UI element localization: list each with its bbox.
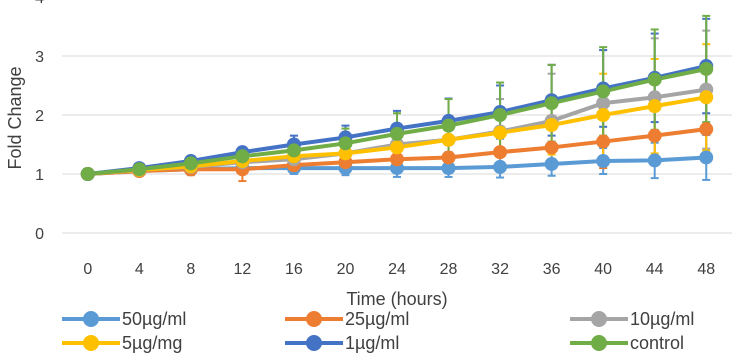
data-point [647,128,662,143]
data-point [132,162,147,177]
x-tick-label: 28 [440,261,458,278]
y-tick-label: 3 [35,49,44,66]
x-tick-label: 4 [135,261,144,278]
data-point [596,96,611,111]
data-point [441,150,456,165]
y-axis-title: Fold Change [5,66,25,169]
y-tick-label: 0 [35,226,44,243]
legend-marker [306,335,322,351]
legend-label: 10µg/ml [630,309,694,329]
legend-label: 5µg/mg [122,333,182,353]
data-point [596,134,611,149]
data-point [699,150,714,165]
x-tick-label: 36 [543,261,561,278]
legend-label: 50µg/ml [122,309,186,329]
x-axis-ticks: 0 4 8 12 16 20 24 28 32 36 40 44 48 [83,261,715,278]
legend-label: control [630,333,684,353]
data-point [493,159,508,174]
legend: 50µg/ml 25µg/ml 10µg/ml 5µg/mg 1µg/ml control [62,309,694,353]
y-tick-label: 2 [35,108,44,125]
data-points [80,59,714,181]
data-point [699,122,714,137]
data-point [493,108,508,122]
data-point [596,154,611,169]
data-point [647,72,662,87]
x-tick-label: 12 [233,261,251,278]
data-point [596,84,611,99]
legend-marker [83,311,99,327]
data-point [390,140,404,155]
x-axis-title: Time (hours) [346,289,447,309]
data-point [544,96,559,111]
x-tick-label: 32 [491,261,509,278]
legend-marker [591,335,607,351]
y-axis-ticks: 0 1 2 3 4 [35,0,44,243]
x-tick-label: 48 [697,261,715,278]
data-point [441,161,456,176]
x-tick-label: 44 [646,261,664,278]
legend-marker [306,311,322,327]
data-point [544,156,559,171]
data-point [647,153,662,168]
data-point [699,90,714,105]
data-point [390,152,404,167]
data-point [544,140,559,155]
data-point [596,108,611,122]
legend-label: 25µg/ml [345,309,409,329]
data-point [80,167,95,181]
x-tick-label: 20 [337,261,355,278]
data-point [493,145,508,160]
data-point [544,118,559,133]
y-tick-label: 1 [35,167,44,184]
data-point [390,126,404,141]
y-tick-label: 4 [35,0,44,7]
legend-label: 1µg/ml [345,333,399,353]
x-tick-label: 0 [83,261,92,278]
x-tick-label: 16 [285,261,303,278]
data-point [183,156,198,171]
x-tick-label: 24 [388,261,406,278]
data-point [441,118,456,133]
legend-marker [83,335,99,351]
x-tick-label: 40 [594,261,612,278]
data-point [493,125,508,140]
data-point [699,61,714,76]
data-point [338,136,353,151]
legend-marker [591,311,607,327]
x-tick-label: 8 [186,261,195,278]
data-point [441,132,456,147]
data-point [338,146,353,161]
data-point [235,149,250,164]
data-point [647,99,662,114]
data-point [286,143,301,158]
